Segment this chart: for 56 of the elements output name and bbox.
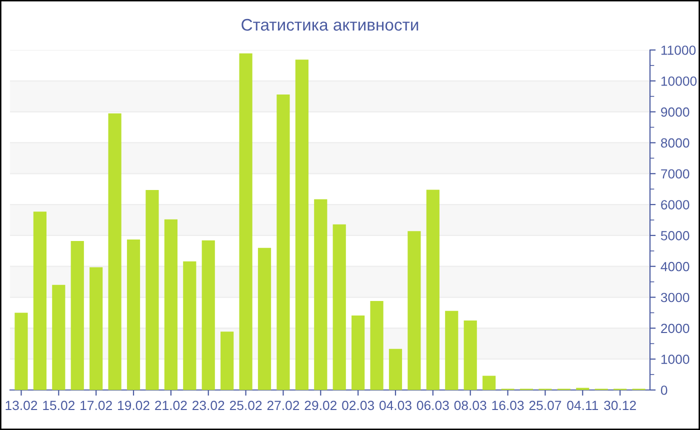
y-tick-label: 2000	[661, 324, 690, 334]
x-tick-label: 13.02	[6, 400, 38, 410]
bar	[352, 316, 365, 390]
bar	[314, 199, 328, 390]
y-tick-label: 5000	[660, 231, 690, 240]
bar	[126, 239, 140, 390]
y-tick-label: 11000	[661, 46, 696, 55]
x-tick-label: 04.11	[567, 400, 598, 410]
x-tick-label: 16.03	[492, 400, 524, 410]
x-tick-label: 17.02	[80, 400, 112, 410]
y-tick-label: 4000	[660, 262, 690, 272]
y-tick-label: 6000	[661, 200, 690, 210]
y-tick-label: 9000	[661, 107, 690, 117]
x-tick-label: 06.03	[416, 400, 449, 410]
bar	[482, 376, 496, 390]
x-tick-label: 23.02	[192, 400, 224, 410]
bar	[258, 248, 272, 390]
bar	[388, 348, 402, 390]
y-tick-label: 10000	[661, 76, 697, 86]
bar	[70, 241, 84, 390]
y-tick-label: 3000	[660, 292, 690, 302]
x-tick-label: 08.03	[454, 400, 486, 410]
chart-title: Статистика активности	[242, 18, 418, 31]
x-tick-label: 25.02	[230, 400, 262, 410]
x-tick-label: 29.02	[304, 400, 336, 410]
bar	[464, 320, 477, 390]
bar	[33, 212, 46, 390]
y-tick-label: 8000	[660, 138, 690, 148]
bar	[202, 240, 215, 390]
x-tick-label: 25.07	[529, 400, 562, 410]
bar	[370, 300, 384, 390]
x-tick-label: 30.12	[604, 400, 636, 410]
bar	[445, 310, 458, 390]
x-tick-label: 15.02	[43, 400, 75, 410]
bar	[408, 231, 421, 390]
bar	[183, 261, 196, 390]
bar	[90, 267, 103, 390]
bar	[52, 284, 66, 390]
bar	[108, 113, 122, 390]
x-tick-label: 19.02	[118, 400, 150, 410]
bar	[295, 60, 308, 390]
bar	[332, 224, 346, 390]
y-tick-label: 1000	[661, 354, 690, 364]
bar	[276, 94, 290, 390]
x-tick-label: 21.02	[155, 400, 187, 410]
bar	[426, 190, 440, 390]
bar	[220, 332, 234, 390]
bar	[146, 190, 159, 390]
bar	[14, 312, 28, 390]
x-tick-label: 04.03	[380, 400, 412, 410]
bar	[164, 219, 178, 390]
x-tick-label: 27.02	[267, 400, 300, 410]
y-tick-label: 0	[660, 386, 668, 395]
y-tick-label: 7000	[661, 169, 690, 179]
bar	[239, 53, 252, 390]
x-tick-label: 02.03	[342, 400, 374, 410]
